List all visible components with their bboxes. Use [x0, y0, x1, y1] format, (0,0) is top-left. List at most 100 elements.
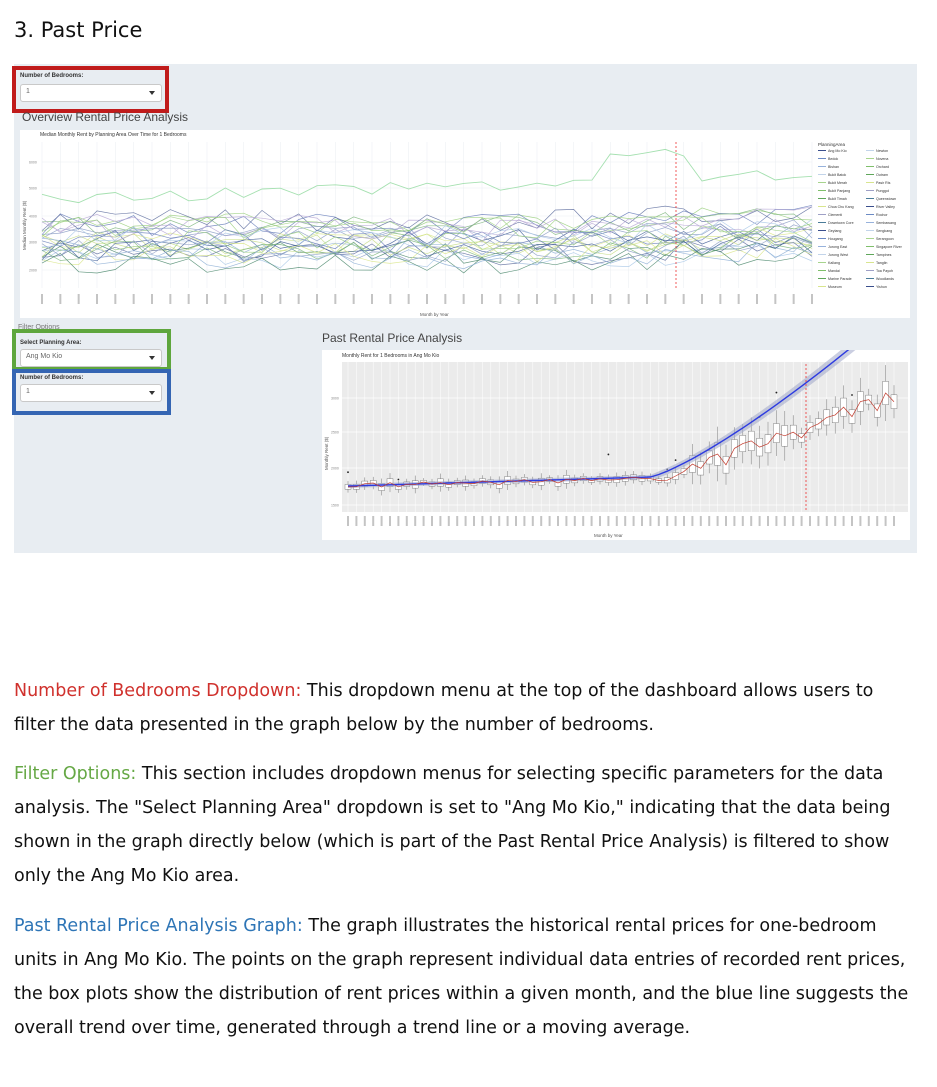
x-tick-label [242, 294, 245, 304]
x-tick-label [224, 294, 227, 304]
x-tick-label [817, 516, 820, 526]
x-tick-label [77, 294, 80, 304]
x-tick-label [876, 516, 879, 526]
trend-confidence-band [348, 305, 894, 488]
series-line [41, 208, 813, 236]
legend-entry: Newton [876, 149, 888, 153]
legend-entry: Tanglin [876, 261, 887, 265]
x-tick-label [649, 516, 652, 526]
legend-entry: Novena [876, 157, 888, 161]
x-tick-label [169, 294, 172, 304]
x-tick-label [716, 516, 719, 526]
y-tick-label: 6000 [29, 161, 37, 165]
x-tick-label [741, 516, 744, 526]
x-tick-label [540, 516, 543, 526]
legend-entry: Tampines [876, 253, 892, 257]
x-tick-label [515, 516, 517, 526]
y-tick-label: 3000 [331, 397, 339, 401]
y-tick-label: 4000 [29, 215, 37, 219]
chevron-down-icon [149, 91, 155, 95]
legend-entry: Woodlands [876, 277, 894, 281]
paragraph-key-graph: Past Rental Price Analysis Graph: [14, 916, 303, 936]
x-tick-label [683, 516, 685, 526]
x-tick-label [414, 516, 417, 526]
legend-entry: Bukit Merah [828, 181, 847, 185]
past-chart: Monthly Rent for 1 Bedrooms in Ang Mo Ki… [324, 305, 908, 538]
legend-entry: Singapore River [876, 245, 903, 249]
x-tick-label [132, 294, 135, 304]
planning-area-dropdown[interactable]: Ang Mo Kio [20, 349, 162, 367]
legend-entry: Sembawang [876, 221, 896, 225]
x-tick-label [499, 294, 502, 304]
x-tick-label [389, 294, 392, 304]
series-line [41, 225, 813, 252]
x-tick-label [380, 516, 383, 526]
x-tick-label [316, 294, 318, 304]
legend-entry: Marine Parade [828, 277, 852, 281]
x-tick-label [371, 294, 373, 304]
section-heading: 3. Past Price [14, 18, 143, 42]
x-tick-label [691, 516, 694, 526]
x-tick-label [447, 516, 450, 526]
x-tick-label [825, 516, 828, 526]
x-tick-label [187, 294, 190, 304]
box-plot [890, 394, 898, 409]
series-line [41, 238, 813, 266]
overview-section-title: Overview Rental Price Analysis [22, 110, 189, 124]
x-tick-label [682, 294, 685, 304]
x-tick-label [572, 294, 575, 304]
x-tick-label [352, 294, 355, 304]
x-tick-label [261, 294, 263, 304]
paragraph-text-filter: This section includes dropdown menus for… [14, 764, 891, 886]
legend-entry: Sengkang [876, 229, 892, 233]
x-tick-label [627, 294, 630, 304]
series-line [41, 238, 813, 265]
x-tick-label [481, 294, 483, 304]
legend-entry: Bishan [828, 165, 839, 169]
y-tick-label: 5000 [29, 187, 37, 191]
x-tick-label [792, 516, 795, 526]
highlight-box-green [12, 329, 171, 371]
overview-chart-title: Median Monthly Rent by Planning Area Ove… [40, 132, 187, 138]
x-tick-label [590, 516, 593, 526]
x-tick-label [774, 294, 777, 304]
series-line [41, 242, 813, 270]
legend-entry: Bukit Timah [828, 197, 847, 201]
x-tick-label [582, 516, 585, 526]
x-tick-label [719, 294, 722, 304]
legend-entry: Pasir Ris [876, 181, 891, 185]
x-tick-label [573, 516, 576, 526]
legend-entry: Yishun [876, 285, 887, 289]
x-tick-label [355, 516, 358, 526]
series-line [41, 215, 813, 239]
legend-entry: Rochor [876, 213, 888, 217]
x-tick-label [609, 294, 612, 304]
x-tick-label [206, 294, 208, 304]
past-ylabel: Monthly Rent ($) [324, 436, 329, 470]
x-tick-label [851, 516, 853, 526]
legend-title: PlanningArea [818, 142, 846, 147]
overview-ylabel: Median Monthly Rent ($) [22, 200, 27, 250]
x-tick-label [407, 294, 410, 304]
chevron-down-icon [149, 391, 155, 395]
legend-entry: Punggol [876, 189, 889, 193]
y-tick-label: 3000 [29, 241, 37, 245]
x-tick-label [674, 516, 677, 526]
x-tick-label [405, 516, 408, 526]
series-line [41, 225, 813, 252]
x-tick-label [96, 294, 98, 304]
overview-chart-panel: Median Monthly Rent by Planning Area Ove… [20, 130, 910, 318]
bedrooms-dropdown-top[interactable]: 1 [20, 84, 162, 102]
outlier-point [851, 394, 853, 396]
x-tick-label [464, 516, 467, 526]
x-tick-label [591, 294, 593, 304]
legend-entry: Orchard [876, 165, 889, 169]
bedrooms-dropdown[interactable]: 1 [20, 384, 162, 402]
x-tick-label [792, 294, 795, 304]
x-tick-label [297, 294, 300, 304]
legend-entry: Bukit Panjang [828, 189, 850, 193]
legend-entry: Kallang [828, 261, 840, 265]
paragraph-filter-options: Filter Options: This section includes dr… [14, 757, 919, 893]
series-line [41, 222, 813, 247]
x-tick-label [548, 516, 551, 526]
